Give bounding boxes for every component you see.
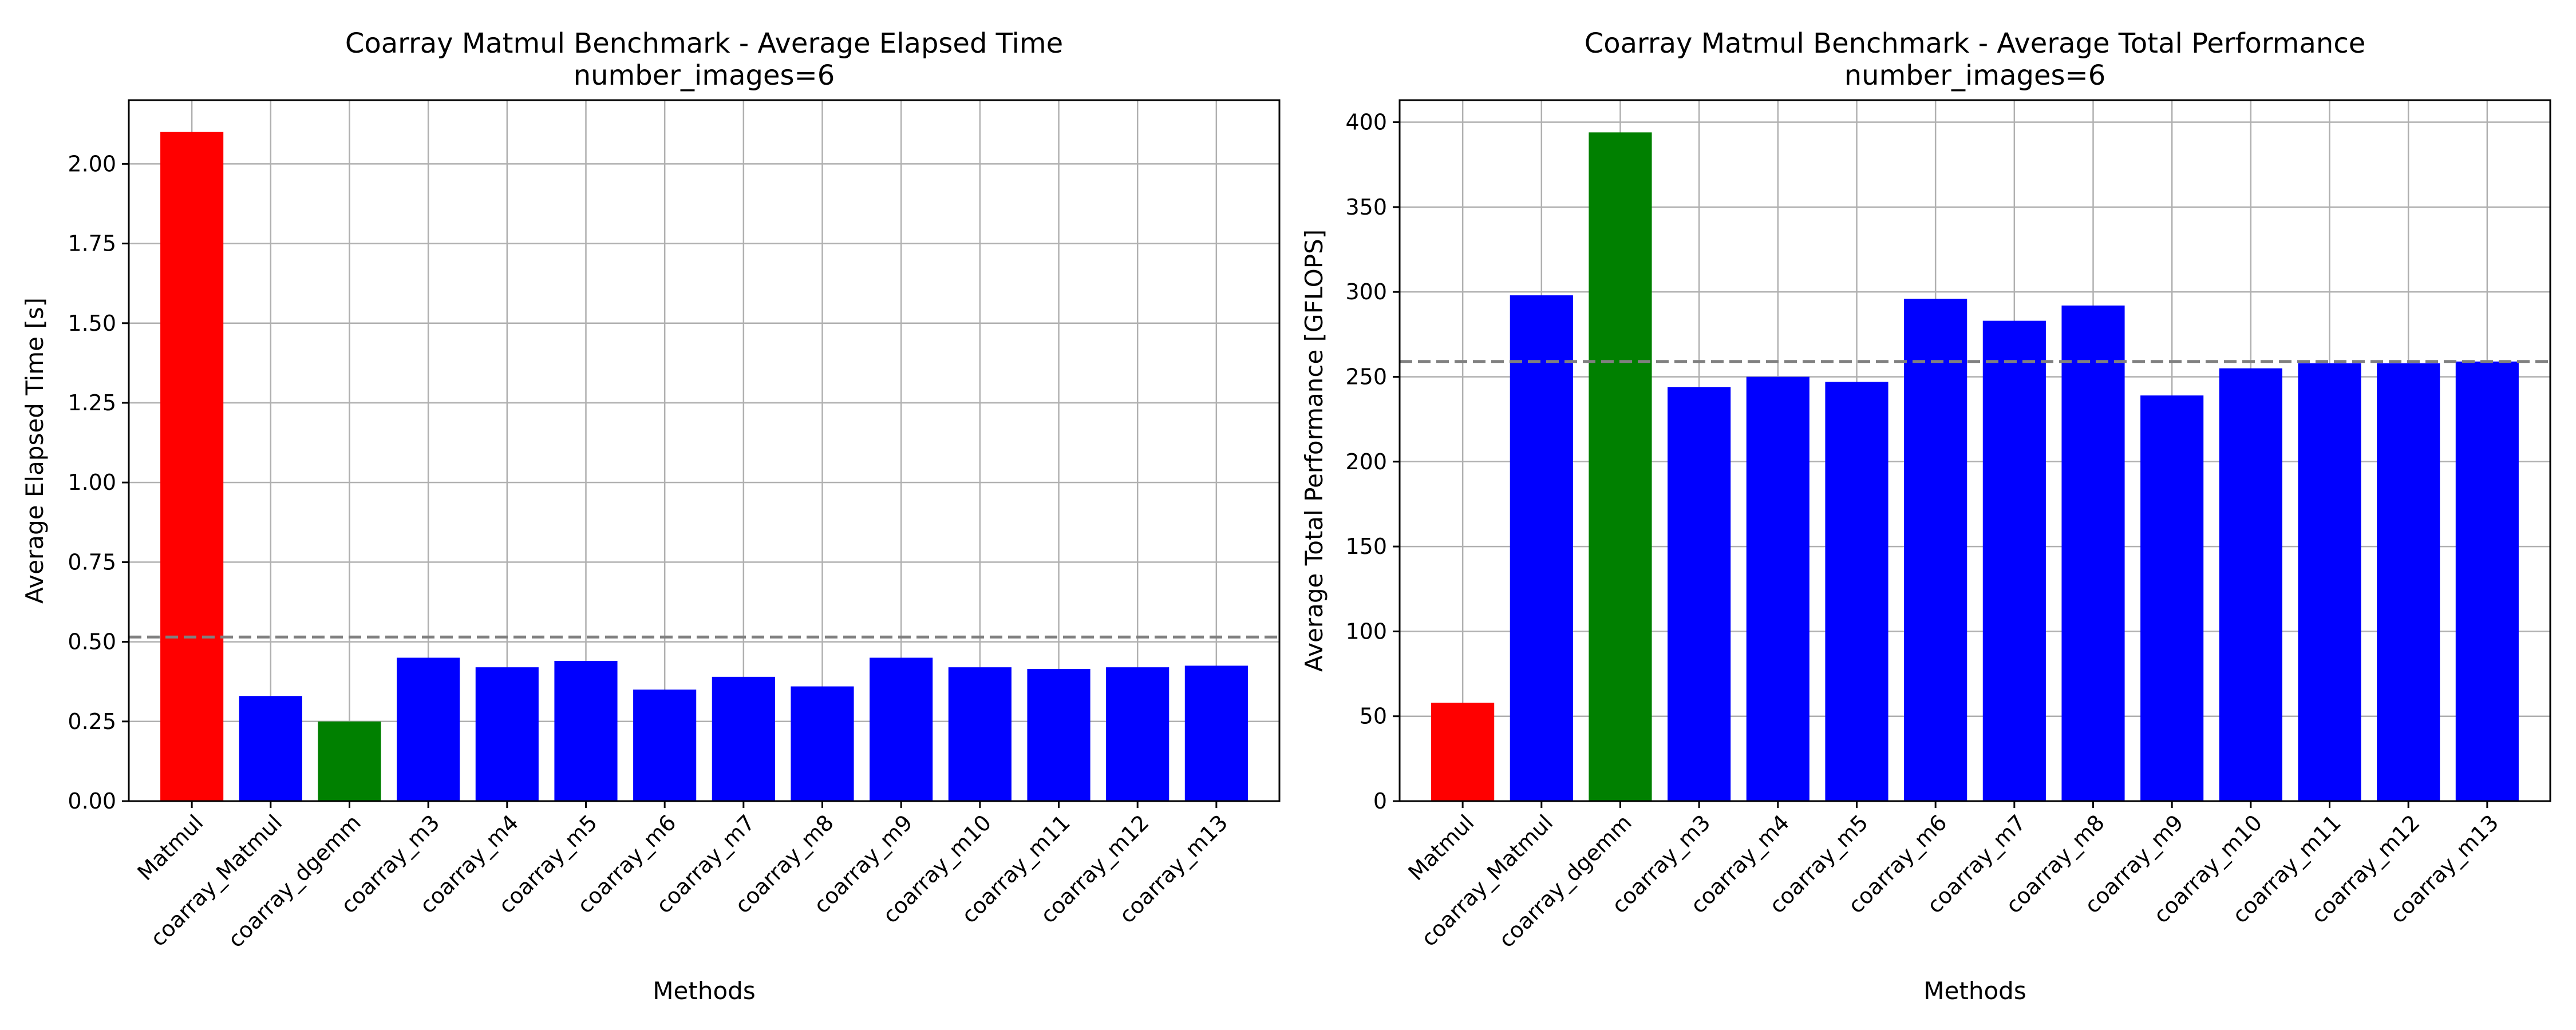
elapsed-time-bar-coarray-m9	[870, 657, 933, 801]
elapsed-time-bar-coarray-dgemm	[318, 721, 381, 801]
elapsed-time-y-tick-label: 0.25	[68, 709, 116, 734]
elapsed-time-bars	[160, 132, 1248, 801]
total-performance-bar-coarray-m12	[2377, 363, 2440, 801]
total-performance-bar-coarray-m11	[2298, 363, 2361, 801]
total-performance-bar-coarray-m6	[1904, 299, 1967, 801]
elapsed-time-y-tick-label: 1.25	[68, 390, 116, 415]
total-performance-y-axis-label: Average Total Performance [GFLOPS]	[1300, 229, 1328, 672]
elapsed-time-title: Coarray Matmul Benchmark - Average Elaps…	[345, 27, 1063, 60]
elapsed-time-bar-coarray-m6	[633, 690, 697, 801]
elapsed-time-y-tick-label: 1.75	[68, 231, 116, 256]
elapsed-time-bar-coarray-m13	[1184, 665, 1248, 801]
elapsed-time-bar-coarray-m7	[712, 676, 775, 801]
elapsed-time-bar-coarray-matmul	[239, 696, 302, 801]
elapsed-time-bar-coarray-m3	[397, 657, 460, 801]
elapsed-time-bar-coarray-m5	[554, 661, 618, 801]
total-performance-y-tick-label: 400	[1345, 110, 1387, 135]
elapsed-time-bar-coarray-m8	[791, 686, 854, 801]
total-performance-y-tick-label: 250	[1345, 364, 1387, 389]
elapsed-time-bar-coarray-m12	[1106, 667, 1170, 801]
elapsed-time-y-tick-label: 0.75	[68, 549, 116, 575]
total-performance-x-axis-label: Methods	[1923, 977, 2026, 1005]
total-performance-y-tick-label: 50	[1360, 704, 1387, 729]
total-performance-bar-coarray-m7	[1982, 320, 2046, 801]
total-performance-subtitle: number_images=6	[1844, 60, 2106, 92]
total-performance-bar-coarray-m5	[1825, 382, 1888, 801]
elapsed-time-plot-frame	[128, 99, 1281, 802]
elapsed-time-y-axis-label: Average Elapsed Time [s]	[21, 298, 49, 604]
total-performance-y-tick-label: 300	[1345, 279, 1387, 304]
total-performance-bars	[1431, 132, 2519, 801]
total-performance-bar-coarray-m13	[2455, 361, 2519, 801]
elapsed-time-y-tick-label: 0.50	[68, 629, 116, 655]
total-performance-bar-matmul	[1431, 702, 1495, 801]
elapsed-time-bar-matmul	[160, 132, 224, 801]
total-performance-bar-coarray-matmul	[1510, 295, 1573, 801]
total-performance-y-tick-label: 150	[1345, 534, 1387, 559]
total-performance-title: Coarray Matmul Benchmark - Average Total…	[1585, 27, 2366, 60]
total-performance-y-ticks: 0 50 100 150 200 250 300 350 400	[1345, 110, 1400, 814]
total-performance-y-tick-label: 200	[1345, 449, 1387, 474]
elapsed-time-bar-coarray-m10	[948, 667, 1012, 801]
total-performance-bar-coarray-m9	[2140, 395, 2204, 801]
elapsed-time-y-ticks: 0.00 0.25 0.50 0.75 1.00 1.25 1.50 1.75 2.00	[68, 151, 129, 814]
total-performance-plot-frame	[1398, 99, 2551, 802]
elapsed-time-y-tick-label: 1.50	[68, 311, 116, 336]
elapsed-time-subtitle: number_images=6	[574, 60, 835, 92]
total-performance-y-tick-label: 350	[1345, 195, 1387, 220]
elapsed-time-bar-coarray-m11	[1027, 668, 1091, 801]
elapsed-time-bar-coarray-m4	[475, 667, 539, 801]
total-performance-y-tick-label: 0	[1373, 789, 1387, 814]
elapsed-time-y-tick-label: 1.00	[68, 470, 116, 495]
total-performance-bar-coarray-dgemm	[1589, 132, 1652, 801]
total-performance-bar-coarray-m4	[1746, 377, 1809, 801]
elapsed-time-y-tick-label: 2.00	[68, 151, 116, 176]
elapsed-time-y-tick-label: 0.00	[68, 789, 116, 814]
total-performance-bar-coarray-m8	[2061, 305, 2125, 801]
elapsed-time-x-axis-label: Methods	[653, 977, 755, 1005]
total-performance-y-tick-label: 100	[1345, 619, 1387, 644]
total-performance-bar-coarray-m3	[1668, 387, 1731, 801]
total-performance-bar-coarray-m10	[2219, 368, 2282, 801]
